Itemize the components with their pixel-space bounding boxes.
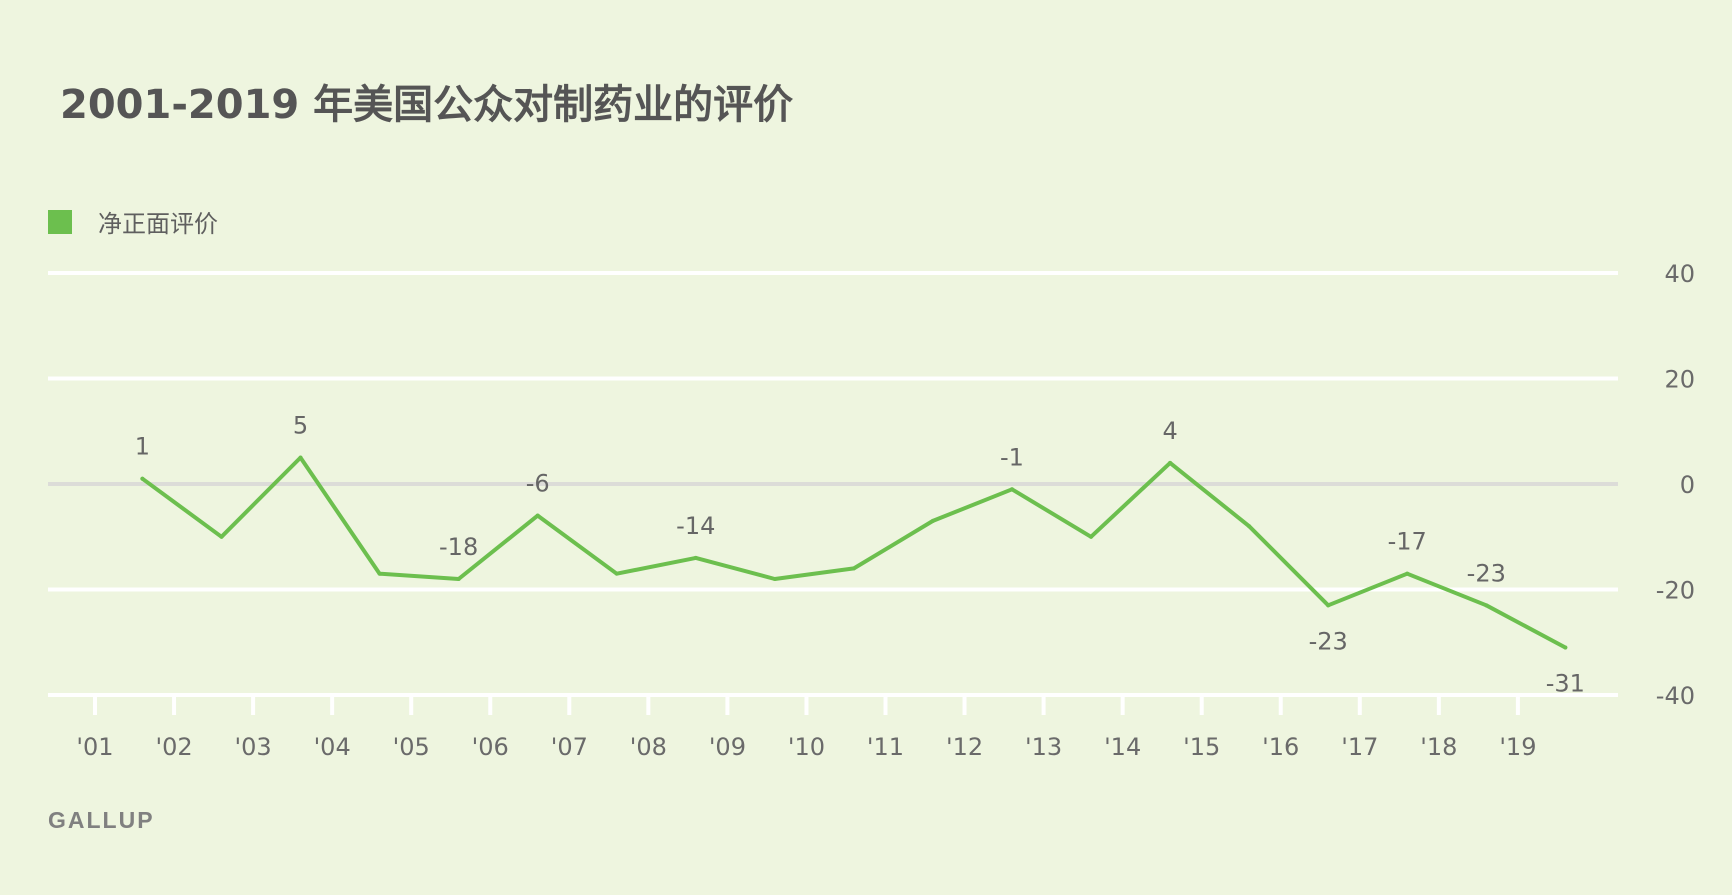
x-tick-label: '01	[76, 733, 113, 761]
y-tick-label: 0	[1680, 471, 1695, 499]
x-tick-label: '04	[314, 733, 351, 761]
x-tick-label: '12	[946, 733, 983, 761]
data-point	[456, 576, 461, 581]
data-point	[377, 571, 382, 576]
x-tick-label: '17	[1341, 733, 1378, 761]
data-point	[1563, 645, 1568, 650]
y-tick-label: 40	[1664, 260, 1695, 288]
data-label: -1	[1000, 443, 1024, 471]
data-point	[693, 555, 698, 560]
source-logo: GALLUP	[48, 807, 155, 833]
y-tick-labels: 40 20 0 -20 -40	[1656, 260, 1695, 710]
legend: 净正面评价	[48, 204, 218, 239]
data-label: -14	[676, 512, 715, 540]
data-point	[1405, 571, 1410, 576]
data-label: -23	[1467, 559, 1506, 587]
data-point	[614, 571, 619, 576]
data-label: -6	[526, 470, 550, 498]
x-tick-label: '13	[1025, 733, 1062, 761]
legend-swatch	[48, 209, 72, 234]
data-point	[1009, 487, 1014, 492]
x-tick-label: '09	[709, 733, 746, 761]
data-label: -31	[1546, 670, 1585, 698]
data-point	[1326, 603, 1331, 608]
x-tick-label: '05	[393, 733, 430, 761]
data-point	[851, 566, 856, 571]
data-point	[140, 476, 145, 481]
data-label: 1	[135, 433, 150, 461]
data-point	[1247, 524, 1252, 529]
x-tick-label: '14	[1104, 733, 1141, 761]
data-point	[1168, 460, 1173, 465]
series	[140, 455, 1568, 650]
data-point	[772, 576, 777, 581]
x-tick-label: '10	[788, 733, 825, 761]
data-point	[535, 513, 540, 518]
data-point	[1089, 534, 1094, 539]
chart-title: 2001-2019 年美国公众对制药业的评价	[60, 82, 794, 128]
x-tick-label: '06	[472, 733, 509, 761]
series-line	[140, 455, 1568, 650]
data-point	[1484, 603, 1489, 608]
x-tick-label: '19	[1499, 733, 1536, 761]
data-point	[930, 518, 935, 523]
y-tick-label: -40	[1656, 682, 1695, 710]
data-point	[219, 534, 224, 539]
x-tick-label: '18	[1420, 733, 1457, 761]
data-label: -18	[439, 533, 478, 561]
x-tick-label: '07	[551, 733, 588, 761]
data-label: 5	[293, 412, 308, 440]
x-tick-label: '08	[630, 733, 667, 761]
x-ticks: '01 '02 '03 '04 '05 '06 '07 '08 '09 '10 '11 '12 '13 '…	[76, 697, 1536, 761]
data-point	[298, 455, 303, 460]
data-label: -17	[1388, 528, 1427, 556]
y-tick-label: 20	[1664, 366, 1695, 394]
data-labels: 15-18-6-14-14-23-17-23-31	[135, 412, 1585, 698]
legend-label: 净正面评价	[98, 210, 218, 238]
x-tick-label: '15	[1183, 733, 1220, 761]
gridlines	[48, 271, 1618, 697]
x-tick-label: '16	[1262, 733, 1299, 761]
data-label: -23	[1309, 627, 1348, 655]
x-tick-label: '02	[155, 733, 192, 761]
y-tick-label: -20	[1656, 577, 1695, 605]
x-tick-label: '03	[235, 733, 272, 761]
x-tick-label: '11	[867, 733, 904, 761]
data-label: 4	[1162, 417, 1177, 445]
